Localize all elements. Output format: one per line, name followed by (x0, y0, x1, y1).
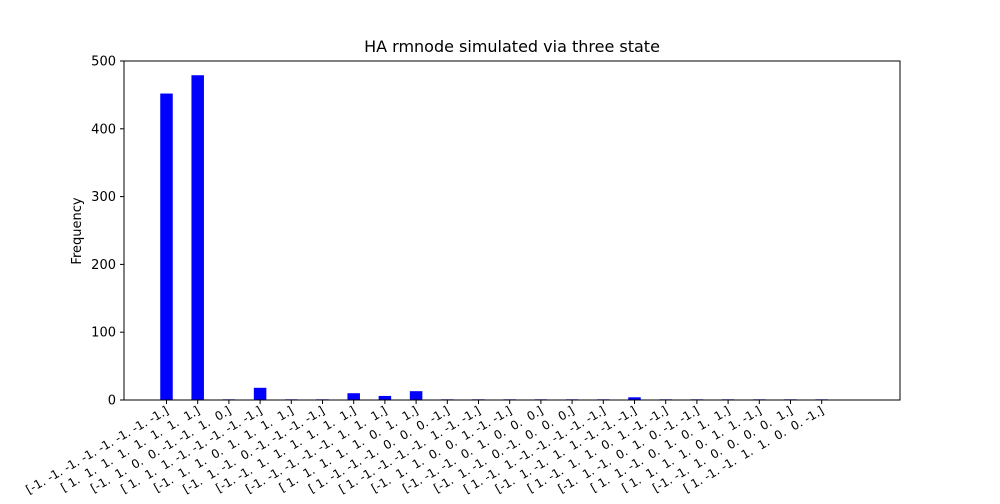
bar (160, 93, 173, 400)
bar (628, 397, 641, 400)
y-axis-label: Frequency (70, 197, 85, 264)
y-tick-label: 500 (91, 55, 116, 70)
y-tick-label: 200 (91, 258, 116, 273)
y-tick-label: 300 (91, 190, 116, 205)
plot-area-frame (123, 60, 901, 401)
y-tick-label: 400 (91, 122, 116, 137)
bars (160, 75, 828, 401)
x-axis-ticks: [-1. -1. -1. -1. -1. -1. -1. -1.][ 1. 1.… (23, 400, 826, 497)
bar (378, 395, 392, 400)
y-tick-label: 100 (91, 326, 116, 341)
bar (409, 391, 423, 400)
bar (191, 75, 204, 401)
y-tick-label: 0 (108, 394, 116, 409)
y-axis-ticks: 0 100 200 300 400 500 (91, 55, 124, 409)
bar (347, 393, 360, 400)
chart-title: HA rmnode simulated via three state (364, 37, 660, 56)
bar (253, 387, 267, 400)
